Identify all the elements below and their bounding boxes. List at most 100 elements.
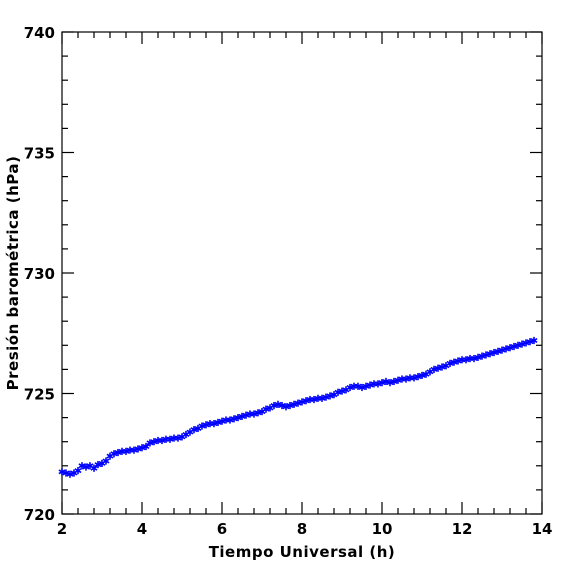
data-points [58, 336, 538, 478]
axis-tick-labels: 2 4 6 8 10 12 14 720 725 730 735 740 [24, 24, 553, 538]
data-point [502, 345, 510, 353]
data-point-stroke [446, 360, 454, 366]
data-point-stroke [138, 445, 146, 451]
x-tick-label: 8 [297, 520, 307, 538]
data-point-stroke [322, 394, 330, 400]
data-point-stroke [470, 356, 478, 362]
data-point-stroke [74, 468, 82, 474]
data-point [382, 377, 390, 386]
data-point-stroke [378, 380, 386, 386]
data-point [302, 397, 310, 405]
data-point [218, 417, 226, 425]
data-point-stroke [434, 365, 442, 371]
x-tick-label: 12 [452, 520, 473, 538]
data-point-stroke [70, 470, 78, 476]
data-point-stroke [130, 447, 138, 453]
data-point [210, 420, 218, 428]
data-point [522, 339, 530, 347]
data-point-stroke [122, 448, 130, 454]
data-point-stroke [474, 354, 482, 360]
data-point-stroke [362, 383, 370, 389]
data-point [346, 383, 354, 392]
data-point-stroke [250, 411, 258, 417]
data-point-stroke [346, 384, 354, 390]
data-point [130, 446, 138, 454]
data-point-stroke [414, 374, 422, 380]
data-point-stroke [426, 369, 434, 375]
data-point [78, 462, 86, 470]
data-point-stroke [410, 375, 418, 381]
data-point [438, 363, 446, 371]
data-point [454, 357, 462, 365]
data-point-stroke [490, 350, 498, 356]
data-point [322, 393, 330, 401]
data-point-stroke [234, 415, 242, 421]
data-point [366, 381, 374, 389]
data-point [450, 358, 458, 366]
data-point [82, 463, 90, 471]
data-point-stroke [210, 421, 218, 427]
data-point-stroke [442, 363, 450, 369]
data-point-stroke [146, 440, 154, 446]
data-point [374, 380, 382, 388]
data-point-stroke [402, 376, 410, 382]
x-tick-label: 14 [532, 520, 553, 538]
data-point-stroke [422, 371, 430, 377]
data-point-stroke [494, 348, 502, 354]
y-tick-label: 740 [24, 24, 55, 42]
data-point [282, 403, 290, 411]
data-point-stroke [194, 425, 202, 431]
data-point-stroke [82, 464, 90, 470]
data-point-stroke [298, 399, 306, 405]
data-point [58, 468, 66, 476]
data-point [426, 368, 434, 376]
data-point [510, 342, 518, 351]
data-point-stroke [98, 460, 106, 466]
data-point [166, 435, 174, 443]
data-point-stroke [286, 403, 294, 409]
data-point [490, 348, 498, 357]
data-point-stroke [390, 378, 398, 384]
data-point-stroke [262, 406, 270, 412]
data-point-stroke [142, 444, 150, 450]
data-point [378, 379, 386, 387]
data-point-stroke [114, 450, 122, 456]
x-tick-label: 2 [57, 520, 67, 538]
data-point-stroke [282, 404, 290, 410]
data-point-stroke [514, 342, 522, 348]
data-point-stroke [102, 458, 110, 464]
data-point-stroke [150, 439, 158, 445]
data-point-stroke [526, 339, 534, 345]
data-point [486, 350, 494, 358]
data-point [174, 434, 182, 442]
data-point [498, 346, 506, 354]
x-axis-label: Tiempo Universal (h) [209, 543, 396, 561]
data-point-stroke [186, 429, 194, 435]
data-point [274, 400, 282, 408]
data-point-stroke [418, 372, 426, 378]
data-point [142, 442, 150, 451]
data-point-stroke [386, 380, 394, 386]
data-point-stroke [230, 416, 238, 422]
data-point [298, 398, 306, 406]
y-axis-label: Presión barométrica (hPa) [4, 156, 22, 391]
data-point-stroke [338, 388, 346, 394]
data-point [474, 353, 482, 361]
data-point [518, 340, 526, 348]
data-point [418, 371, 426, 380]
data-point [494, 347, 502, 355]
data-point [182, 430, 190, 439]
data-point-stroke [382, 378, 390, 384]
data-point [290, 400, 298, 408]
data-point-stroke [450, 359, 458, 365]
data-point [238, 412, 246, 420]
data-point [94, 460, 102, 469]
data-point [146, 439, 154, 447]
data-point [334, 388, 342, 396]
y-tick-label: 735 [24, 145, 55, 163]
data-point-stroke [430, 366, 438, 372]
data-point [482, 351, 490, 359]
data-point-stroke [478, 353, 486, 359]
